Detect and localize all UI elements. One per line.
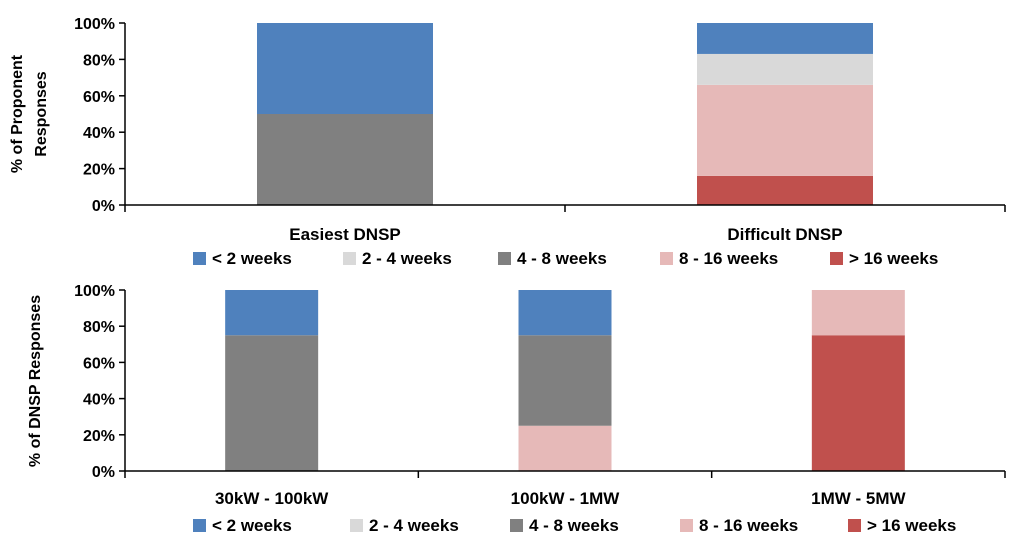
legend-swatch (848, 519, 861, 532)
y-tick-label: 100% (74, 16, 115, 33)
legend-swatch (350, 519, 363, 532)
y-tick-label: 60% (83, 89, 115, 106)
category-label: Easiest DNSP (289, 225, 401, 244)
y-tick-label: 40% (83, 392, 115, 409)
y-tick-label: 40% (83, 125, 115, 142)
category-label: Difficult DNSP (727, 225, 842, 244)
y-axis-label: % of DNSP Responses (27, 295, 44, 467)
legend-label: 4 - 8 weeks (517, 249, 607, 268)
legend-swatch (193, 252, 206, 265)
legend-swatch (830, 252, 843, 265)
bar-segment (811, 290, 905, 336)
legend-label: < 2 weeks (212, 249, 292, 268)
legend-label: 2 - 4 weeks (362, 249, 452, 268)
legend-swatch (193, 519, 206, 532)
bar-segment (257, 114, 433, 205)
legend-swatch (510, 519, 523, 532)
legend-label: 8 - 16 weeks (679, 249, 778, 268)
bar-segment (518, 290, 612, 336)
y-tick-label: 20% (83, 428, 115, 445)
legend-label: > 16 weeks (849, 249, 938, 268)
legend-label: 4 - 8 weeks (529, 516, 619, 535)
y-tick-label: 0% (92, 198, 115, 215)
category-label: 1MW - 5MW (811, 489, 906, 508)
bar-segment (697, 23, 873, 54)
legend-label: < 2 weeks (212, 516, 292, 535)
category-label: 30kW - 100kW (215, 489, 329, 508)
y-tick-label: 80% (83, 319, 115, 336)
y-tick-label: 80% (83, 52, 115, 69)
y-axis-label: Responses (33, 71, 50, 156)
bar-segment (225, 290, 319, 336)
legend-swatch (660, 252, 673, 265)
legend-label: 8 - 16 weeks (699, 516, 798, 535)
y-tick-label: 100% (74, 283, 115, 300)
legend-label: > 16 weeks (867, 516, 956, 535)
bar-segment (518, 335, 612, 426)
bar-segment (697, 175, 873, 205)
category-label: 100kW - 1MW (511, 489, 621, 508)
y-tick-label: 60% (83, 355, 115, 372)
bar-segment (811, 335, 905, 471)
bar-segment (697, 84, 873, 176)
y-tick-label: 0% (92, 464, 115, 481)
y-tick-label: 20% (83, 162, 115, 179)
legend-swatch (343, 252, 356, 265)
legend-label: 2 - 4 weeks (369, 516, 459, 535)
legend-swatch (498, 252, 511, 265)
bar-segment (225, 335, 319, 471)
bar-segment (518, 425, 612, 471)
bar-segment (257, 23, 433, 114)
y-axis-label: % of Proponent (9, 54, 26, 173)
legend-swatch (680, 519, 693, 532)
bar-segment (697, 53, 873, 85)
